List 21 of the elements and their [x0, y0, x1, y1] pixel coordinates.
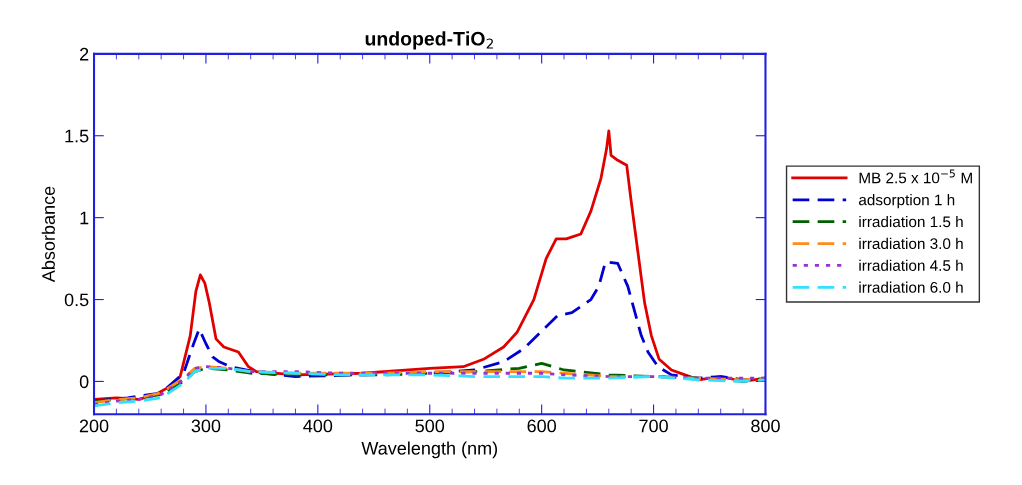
legend-label: irradiation 3.0 h: [859, 237, 963, 250]
y-tick-label: 0: [79, 375, 89, 389]
x-tick-label: 800: [751, 419, 780, 433]
y-tick-label: 0.5: [64, 293, 89, 307]
legend-label: irradiation 6.0 h: [859, 281, 963, 293]
y-tick-label: 1: [80, 211, 89, 225]
legend-label: adsorption 1 h: [859, 194, 955, 209]
x-tick-label: 500: [415, 419, 445, 433]
y-axis-title: Absorbance: [41, 186, 55, 283]
x-tick-label: 600: [527, 419, 557, 433]
y-tick-label: 1.5: [65, 129, 89, 143]
legend-label: irradiation 1.5 h: [859, 215, 963, 228]
legend-label: irradiation 4.5 h: [859, 259, 963, 271]
legend-label: MB 2.5 x 10$^{−5}$ M: [859, 169, 972, 184]
x-tick-label: 400: [303, 419, 333, 433]
y-tick-label: 2: [80, 47, 89, 61]
chart-title: undoped-TiO$_{2}$: [365, 31, 493, 50]
x-axis-title: Wavelength (nm): [361, 441, 498, 459]
x-tick-label: 300: [191, 419, 221, 433]
x-tick-label: 700: [639, 419, 668, 433]
x-tick-label: 200: [79, 419, 109, 433]
